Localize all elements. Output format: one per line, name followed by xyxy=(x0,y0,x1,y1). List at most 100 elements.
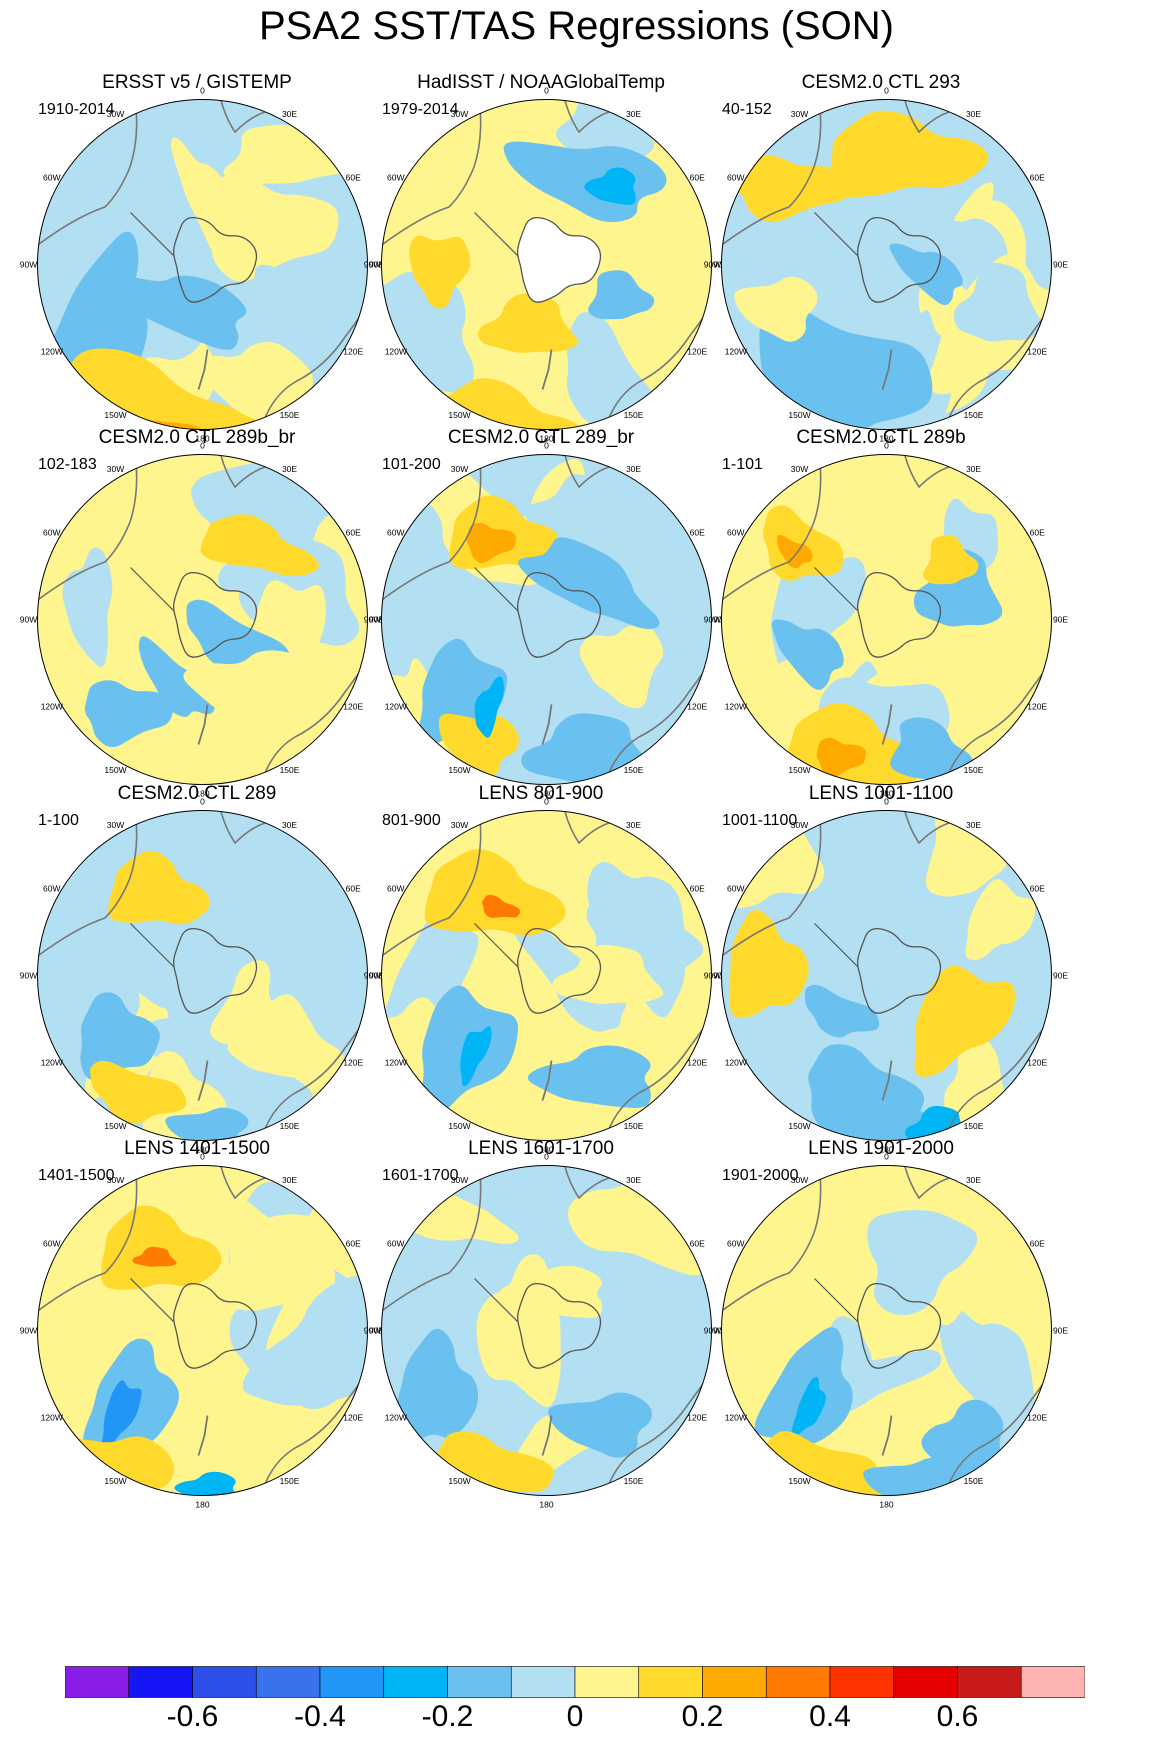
panel-title: CESM2.0 CTL 293 xyxy=(801,72,961,93)
africa-outline xyxy=(563,99,610,134)
longitude-label: 30E xyxy=(966,464,981,474)
map-border xyxy=(721,99,1052,430)
longitude-label: 150E xyxy=(624,765,644,775)
longitude-label: 90E xyxy=(369,971,384,981)
anomaly-region xyxy=(200,514,319,577)
longitude-label: 30E xyxy=(626,1175,641,1185)
longitude-label: 120W xyxy=(41,1058,63,1068)
anomaly-region xyxy=(105,275,247,350)
anomaly-region xyxy=(210,960,276,1045)
colorbar-tick-label: -0.4 xyxy=(294,1700,346,1733)
anomaly-region xyxy=(424,849,566,936)
longitude-label: 150W xyxy=(788,1121,810,1131)
anomaly-region xyxy=(552,944,664,1004)
longitude-label: 0 xyxy=(544,1152,549,1162)
longitude-label: 150W xyxy=(788,1476,810,1486)
anomaly-region xyxy=(518,537,660,630)
longitude-label: 90E xyxy=(1053,615,1068,625)
south-america-outline xyxy=(721,99,822,248)
peninsula-outline xyxy=(474,567,519,612)
south-america-outline xyxy=(37,810,138,959)
anomaly-region xyxy=(90,1060,187,1124)
longitude-label: 60E xyxy=(346,1239,361,1249)
longitude-label: 30W xyxy=(791,820,808,830)
period-label: 1-101 xyxy=(722,456,763,473)
anomaly-region xyxy=(460,1026,492,1087)
longitude-label: 120E xyxy=(343,1413,363,1423)
longitude-label: 90E xyxy=(713,260,728,270)
anomaly-region xyxy=(587,862,686,1018)
longitude-label: 120W xyxy=(41,1413,63,1423)
longitude-label: 150E xyxy=(280,1476,300,1486)
africa-outline xyxy=(219,454,266,489)
longitude-label: 90E xyxy=(369,260,384,270)
longitude-label: 150E xyxy=(964,410,984,420)
south-america-outline xyxy=(721,1165,822,1314)
longitude-label: 60W xyxy=(43,173,60,183)
longitude-label: 150E xyxy=(280,1121,300,1131)
longitude-label: 150W xyxy=(788,410,810,420)
period-label: 102-183 xyxy=(38,456,97,473)
colorbar-swatch xyxy=(319,1666,385,1698)
map-panel: LENS 801-900 0 30E 60E 90E 120E 150E 180 150W 120… xyxy=(349,783,733,1175)
longitude-label: 60W xyxy=(43,528,60,538)
longitude-label: 90W xyxy=(364,1326,381,1336)
new-zealand-outline xyxy=(541,349,553,390)
anomaly-region xyxy=(921,1399,1004,1484)
longitude-label: 120E xyxy=(343,1058,363,1068)
polar-map: 0 30E 60E 90E 120E 150E 180 150W 120W 90W 60W 30W xyxy=(704,1152,1069,1510)
polar-map: 0 30E 60E 90E 120E 150E 180 150W 120W 90W 60W 30W xyxy=(20,797,385,1155)
longitude-label: 90W xyxy=(20,260,37,270)
longitude-label: 90E xyxy=(369,1326,384,1336)
longitude-label: 60W xyxy=(43,1239,60,1249)
longitude-label: 30E xyxy=(626,464,641,474)
colorbar xyxy=(65,1666,1085,1698)
longitude-label: 60E xyxy=(690,884,705,894)
longitude-label: 150W xyxy=(104,765,126,775)
antarctica-outline xyxy=(172,1282,258,1369)
peninsula-outline xyxy=(474,212,519,257)
longitude-label: 30E xyxy=(282,109,297,119)
period-label: 1910-2014 xyxy=(38,101,115,118)
anomaly-region xyxy=(735,155,854,223)
longitude-label: 180 xyxy=(539,1145,553,1155)
anomaly-region xyxy=(889,243,963,306)
anomaly-region xyxy=(201,1214,336,1311)
africa-outline xyxy=(563,454,610,489)
longitude-label: 60W xyxy=(387,528,404,538)
longitude-label: 0 xyxy=(884,86,889,96)
new-zealand-outline xyxy=(881,704,893,745)
longitude-label: 150E xyxy=(624,1121,644,1131)
antarctica-outline xyxy=(516,571,602,658)
longitude-label: 180 xyxy=(879,789,893,799)
panel-title: LENS 1901-2000 xyxy=(808,1138,954,1159)
new-zealand-outline xyxy=(197,1415,209,1456)
period-label: 801-900 xyxy=(382,812,441,829)
longitude-label: 30W xyxy=(107,464,124,474)
longitude-label: 60E xyxy=(1030,884,1045,894)
anomaly-region xyxy=(721,810,825,909)
longitude-label: 30E xyxy=(282,464,297,474)
anomaly-region xyxy=(579,623,664,709)
longitude-label: 60E xyxy=(1030,528,1045,538)
colorbar-swatch xyxy=(447,1666,512,1698)
colorbar-tick-label: -0.6 xyxy=(166,1700,219,1733)
longitude-label: 30W xyxy=(791,1175,808,1185)
anomaly-region xyxy=(170,137,242,273)
longitude-label: 60W xyxy=(727,173,744,183)
map-border xyxy=(381,99,712,430)
longitude-label: 120E xyxy=(687,702,707,712)
longitude-label: 60E xyxy=(690,1239,705,1249)
anomaly-region xyxy=(527,1045,651,1108)
new-zealand-outline xyxy=(541,1415,553,1456)
africa-outline xyxy=(903,810,950,845)
map-border xyxy=(721,454,1052,785)
peninsula-outline xyxy=(474,923,519,968)
longitude-label: 180 xyxy=(195,434,209,444)
longitude-label: 30E xyxy=(282,820,297,830)
longitude-label: 30W xyxy=(791,109,808,119)
anomaly-region xyxy=(438,713,519,780)
colorbar-swatch xyxy=(638,1666,703,1698)
longitude-label: 90W xyxy=(364,615,381,625)
anomaly-region xyxy=(80,992,160,1080)
